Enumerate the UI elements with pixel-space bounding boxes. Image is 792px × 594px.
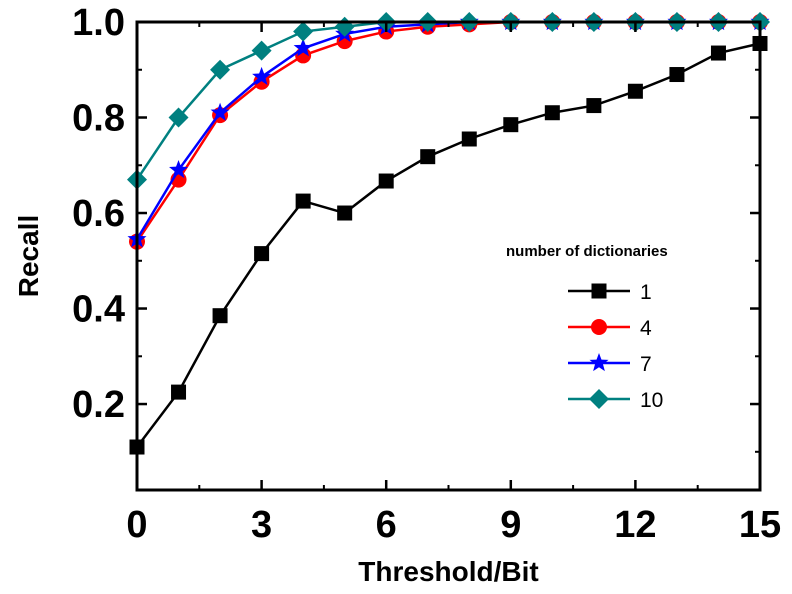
legend-marker-1 [592, 284, 607, 299]
legend-label-4: 4 [640, 317, 652, 340]
x-tick-label: 9 [500, 504, 521, 546]
data-point-1-7 [420, 149, 435, 164]
data-point-1-2 [213, 308, 228, 323]
y-axis-label: Recall [13, 215, 44, 298]
series-10 [127, 12, 770, 190]
legend-marker-7 [589, 353, 608, 371]
series-line-7 [137, 22, 760, 239]
legend-item-10: 10 [568, 389, 663, 412]
legend-marker-10 [589, 389, 609, 409]
series-1 [130, 36, 768, 455]
legend-marker-4 [591, 319, 607, 335]
data-point-1-13 [669, 67, 684, 82]
series-7 [127, 12, 769, 247]
plot-marks [127, 12, 770, 455]
legend-label-1: 1 [640, 281, 652, 304]
series-4 [129, 14, 768, 250]
data-point-1-10 [545, 105, 560, 120]
x-tick-label: 3 [251, 504, 272, 546]
x-tick-label: 6 [376, 504, 397, 546]
y-tick-label: 0.6 [72, 193, 125, 235]
legend-item-7: 7 [568, 353, 652, 376]
x-tick-label: 15 [739, 504, 781, 546]
y-tick-label: 1.0 [72, 2, 125, 44]
data-point-10-4 [293, 22, 313, 42]
data-point-1-1 [171, 385, 186, 400]
legend: number of dictionaries 1 4 7 10 [506, 243, 668, 412]
legend-title: number of dictionaries [506, 243, 668, 260]
data-point-1-9 [503, 117, 518, 132]
data-point-1-14 [711, 46, 726, 61]
data-point-1-3 [254, 246, 269, 261]
data-point-1-8 [462, 132, 477, 147]
series-line-4 [137, 22, 760, 242]
x-axis-label: Threshold/Bit [358, 556, 538, 587]
legend-label-7: 7 [640, 353, 652, 376]
y-tick-label: 0.2 [72, 384, 125, 426]
series-line-10 [137, 22, 760, 180]
data-point-1-6 [379, 174, 394, 189]
data-point-1-4 [296, 194, 311, 209]
y-tick-labels: 0.2 0.4 0.6 0.8 1.0 [72, 2, 125, 426]
x-tick-label: 0 [126, 504, 147, 546]
x-tick-labels: 0 3 6 9 12 15 [126, 504, 781, 546]
data-point-1-5 [337, 206, 352, 221]
legend-item-1: 1 [568, 281, 652, 304]
legend-label-10: 10 [640, 389, 663, 412]
x-tick-label: 12 [614, 504, 656, 546]
data-point-10-3 [252, 41, 272, 61]
data-point-1-11 [586, 98, 601, 113]
y-tick-label: 0.8 [72, 98, 125, 140]
data-point-1-12 [628, 84, 643, 99]
y-tick-label: 0.4 [72, 289, 125, 331]
legend-item-4: 4 [568, 317, 652, 340]
